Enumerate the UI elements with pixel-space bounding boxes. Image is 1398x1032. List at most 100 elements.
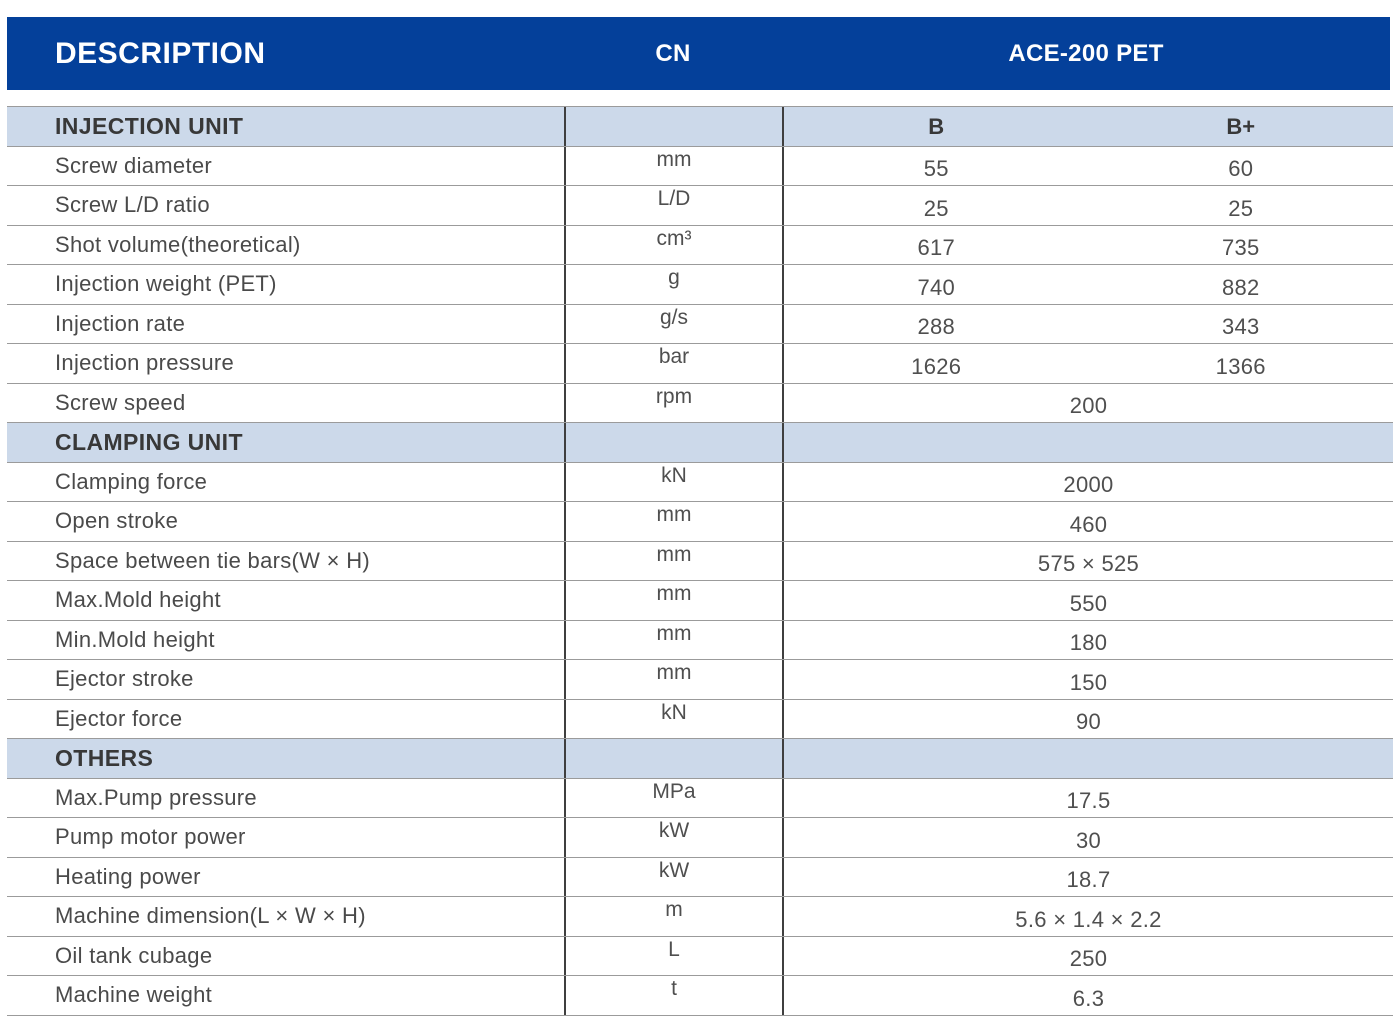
row-label: Max.Mold height [55,587,221,613]
table-row: Heating power kW 18.7 [7,857,1393,897]
table-row: Max.Pump pressure MPa 17.5 [7,778,1393,818]
row-label: Injection pressure [55,350,235,376]
section-header-row-injection-unit: INJECTION UNIT B B+ [7,107,1393,147]
row-label: Screw L/D ratio [55,192,210,218]
row-value-b: 1626 [911,353,962,379]
section-title: OTHERS [55,744,154,771]
row-unit: kW [564,818,782,857]
table-row: Ejector stroke mm 150 [7,660,1393,700]
row-value-span: 575 × 525 [1037,551,1140,577]
row-value-b: 25 [923,195,949,221]
table-row: Shot volume(theoretical) cm³ 617 735 [7,225,1393,265]
row-unit: kN [564,699,782,738]
row-value-span: 90 [1075,709,1102,735]
row-value-span: 180 [1069,630,1108,656]
row-values: 575 × 525 [782,541,1393,580]
section-title: CLAMPING UNIT [55,428,243,455]
row-label: Screw speed [55,389,186,415]
row-value-b: 55 [923,156,949,182]
table-row: Injection weight (PET) g 740 882 [7,265,1393,305]
row-value-span: 17.5 [1066,788,1111,814]
row-label: Min.Mold height [55,626,215,652]
row-unit: kN [564,462,782,501]
row-label: Open stroke [55,508,179,534]
description-column-header: DESCRIPTION [55,36,266,70]
row-label: Pump motor power [55,824,246,850]
row-unit: mm [564,146,782,185]
spec-table: INJECTION UNIT B B+ Screw diameter mm 55… [7,106,1393,1016]
row-values: 617 735 [782,225,1393,264]
table-row: Clamping force kN 2000 [7,462,1393,502]
row-value-span: 6.3 [1072,985,1105,1011]
row-label: Ejector stroke [55,666,194,692]
values-cell-empty [782,739,1393,778]
row-value-b-plus: 25 [1228,195,1254,221]
row-label: Shot volume(theoretical) [55,231,301,257]
row-value-span: 460 [1069,511,1108,537]
row-value-span: 18.7 [1066,867,1111,893]
row-value-span: 250 [1069,946,1108,972]
table-row: Injection pressure bar 1626 1366 [7,344,1393,384]
row-label: Machine dimension(L × W × H) [55,903,366,929]
row-value-b: 617 [917,235,956,261]
table-row: Open stroke mm 460 [7,502,1393,542]
row-value-b-plus: 1366 [1215,353,1266,379]
row-label: Max.Pump pressure [55,784,257,810]
section-title: INJECTION UNIT [55,112,244,139]
row-label: Injection weight (PET) [55,271,277,297]
row-values: 2000 [782,462,1393,501]
row-label: Ejector force [55,705,183,731]
row-unit: mm [564,581,782,620]
row-value-b-plus: 60 [1228,156,1254,182]
row-value-span: 30 [1075,827,1102,853]
row-values: 200 [782,383,1393,422]
row-unit: mm [564,541,782,580]
row-values: 25 25 [782,186,1393,225]
values-cell-empty [782,423,1393,462]
row-values: 460 [782,502,1393,541]
row-unit: cm³ [564,225,782,264]
table-row: Oil tank cubage L 250 [7,936,1393,976]
row-values: 6.3 [782,976,1393,1015]
table-row: Min.Mold height mm 180 [7,620,1393,660]
row-unit: L [564,936,782,975]
table-header-bar: DESCRIPTION CN ACE-200 PET [7,17,1390,90]
table-row: Max.Mold height mm 550 [7,581,1393,621]
row-values: 30 [782,818,1393,857]
row-label: Oil tank cubage [55,942,213,968]
row-values: 740 882 [782,265,1393,304]
row-unit: bar [564,344,782,383]
row-unit: m [564,897,782,936]
row-unit: g [564,265,782,304]
col-header-b-plus: B+ [1226,114,1256,140]
row-label: Injection rate [55,310,186,336]
row-label: Heating power [55,863,201,889]
table-row: Screw diameter mm 55 60 [7,146,1393,186]
row-values: 5.6 × 1.4 × 2.2 [782,897,1393,936]
row-value-b: 288 [917,314,956,340]
table-row: Injection rate g/s 288 343 [7,304,1393,344]
row-unit: mm [564,502,782,541]
row-values: 90 [782,699,1393,738]
row-unit: kW [564,857,782,896]
unit-cell-empty [564,423,782,462]
row-value-b-plus: 735 [1221,235,1260,261]
row-values: 180 [782,620,1393,659]
table-row: Ejector force kN 90 [7,699,1393,739]
row-label: Clamping force [55,468,208,494]
subcolumn-header-cell: B B+ [782,107,1393,146]
table-row: Pump motor power kW 30 [7,818,1393,858]
row-unit: rpm [564,383,782,422]
row-values: 550 [782,581,1393,620]
model-column-header: ACE-200 PET [1008,39,1164,67]
col-header-b: B [928,114,945,140]
row-label: Screw diameter [55,152,213,178]
row-unit: g/s [564,304,782,343]
row-unit: mm [564,620,782,659]
row-value-b-plus: 882 [1221,274,1260,300]
row-value-b-plus: 343 [1221,314,1260,340]
table-row: Screw L/D ratio L/D 25 25 [7,186,1393,226]
row-value-span: 2000 [1063,472,1114,498]
row-unit: t [564,976,782,1015]
